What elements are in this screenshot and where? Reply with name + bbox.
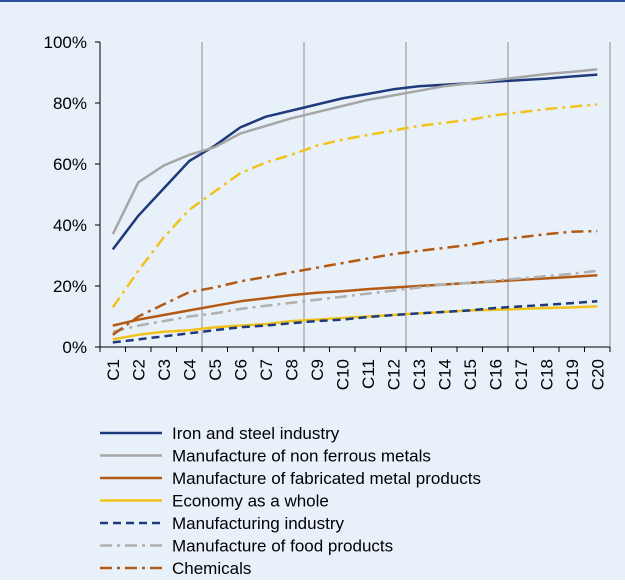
y-tick-label: 100% <box>44 33 87 52</box>
legend-label: Manufacture of fabricated metal products <box>172 469 481 488</box>
x-tick-label: C6 <box>231 359 250 381</box>
x-tick-label: C18 <box>537 359 556 390</box>
legend-label: Economy as a whole <box>172 492 329 511</box>
series-line-4 <box>112 305 598 341</box>
legend-label: Manufacture of food products <box>172 537 393 556</box>
series-line-5 <box>112 300 598 344</box>
legend: Iron and steel industry Manufacture of no… <box>100 424 481 578</box>
axes <box>99 42 610 348</box>
y-tick-label: 80% <box>53 94 87 113</box>
y-tick-label: 20% <box>53 277 87 296</box>
y-tick-label: 40% <box>53 216 87 235</box>
x-tick-label: C14 <box>435 359 454 390</box>
series-line-6 <box>112 269 598 334</box>
legend-label: Manufacture of non ferrous metals <box>172 447 431 466</box>
x-tick-label: C13 <box>410 359 429 390</box>
series-line-3 <box>112 274 598 327</box>
x-tick-label: C3 <box>155 359 174 381</box>
legend-label: Manufacturing industry <box>172 514 344 533</box>
x-tick-label: C19 <box>563 359 582 390</box>
x-tick-label: C1 <box>104 359 123 381</box>
x-axis-ticks: C1 C2 C3 C4 C5 C6 C7 C8 C9 C10 C11 C12 C13 C14 C15 C16 C… <box>99 347 611 390</box>
series-line-1 <box>111 73 598 251</box>
x-tick-label: C15 <box>461 359 480 390</box>
x-tick-label: C10 <box>333 359 352 390</box>
x-tick-label: C8 <box>282 359 301 381</box>
x-tick-label: C2 <box>129 359 148 381</box>
y-tick-label: 60% <box>53 155 87 174</box>
x-tick-label: C7 <box>257 359 276 381</box>
x-tick-label: C5 <box>206 359 225 381</box>
series-lines <box>111 68 598 344</box>
x-tick-label: C11 <box>359 359 378 389</box>
x-tick-label: C16 <box>486 359 505 390</box>
x-tick-label: C20 <box>588 359 607 390</box>
x-tick-label: C9 <box>308 359 327 381</box>
series-line-chemicals-upper <box>111 103 598 309</box>
legend-label: Chemicals <box>172 559 251 578</box>
y-tick-label: 0% <box>62 338 87 357</box>
y-axis-ticks: 0% 20% 40% 60% 80% 100% <box>44 33 100 357</box>
series-line-2 <box>111 68 598 235</box>
x-tick-label: C4 <box>180 359 199 381</box>
legend-label: Iron and steel industry <box>172 424 340 443</box>
series-line-7 <box>112 229 598 336</box>
x-tick-label: C12 <box>384 359 403 390</box>
x-tick-label: C17 <box>512 359 531 390</box>
